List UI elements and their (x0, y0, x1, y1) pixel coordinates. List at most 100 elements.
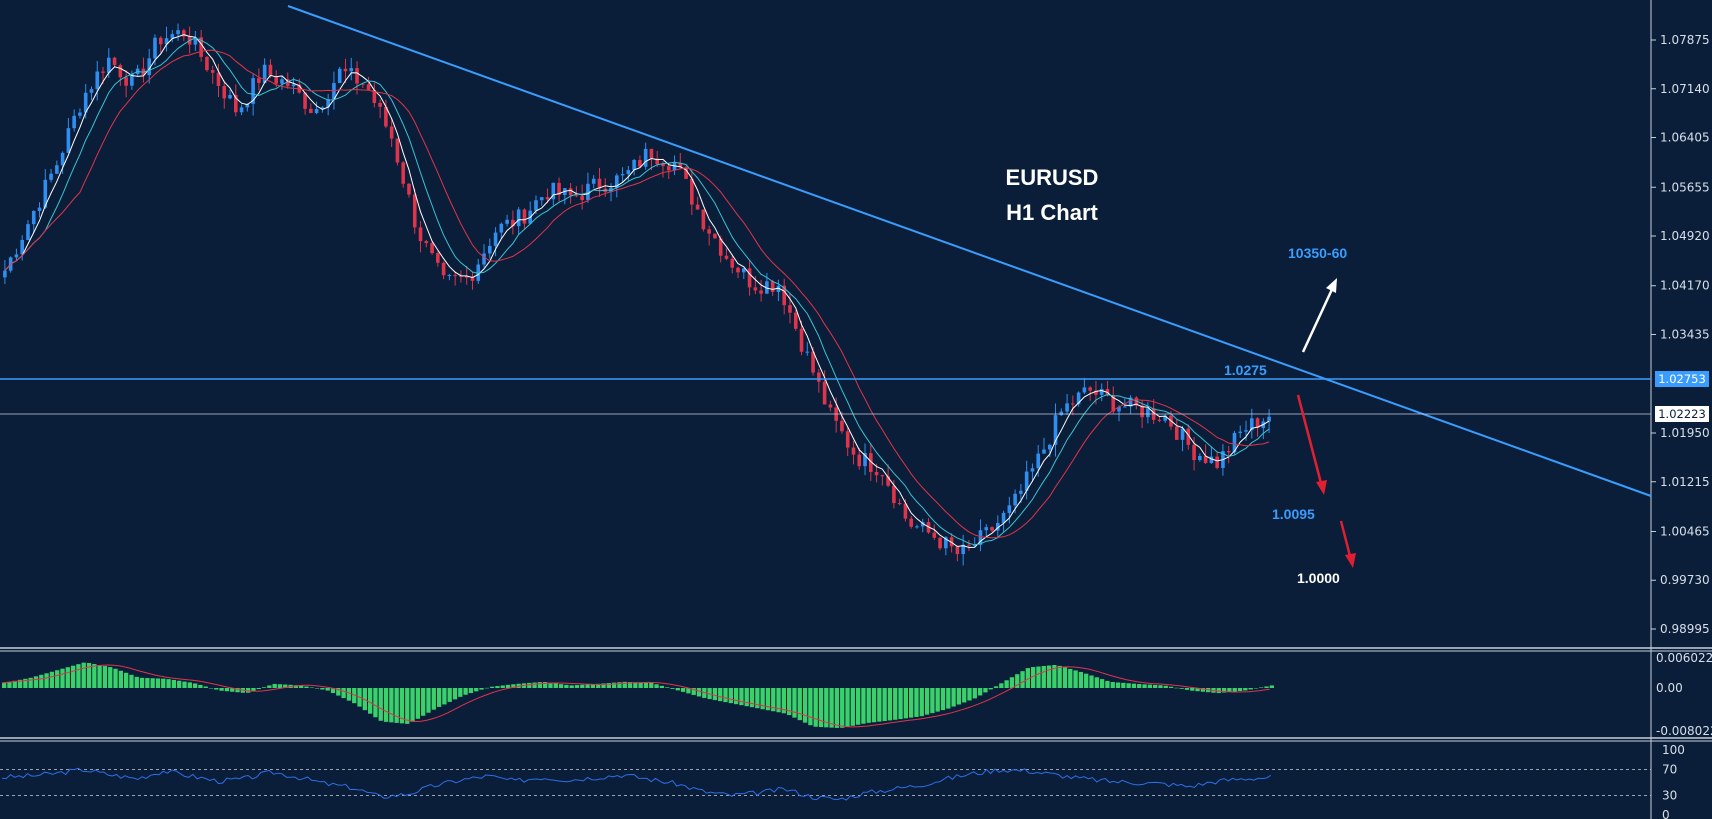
candle-body (95, 71, 100, 90)
candle-body (805, 351, 810, 353)
candle-body (401, 162, 406, 184)
macd-bar (537, 682, 543, 688)
macd-bar (1253, 688, 1259, 689)
macd-bar (113, 668, 118, 688)
macd-bar (367, 688, 373, 714)
candle-body (574, 195, 579, 197)
macd-bar (1068, 668, 1073, 688)
macd-bar (680, 688, 686, 692)
macd-bar (484, 687, 489, 689)
macd-bar (744, 688, 749, 707)
candle-body (20, 239, 25, 255)
macd-bar (1105, 680, 1110, 688)
macd-bar (1200, 688, 1206, 692)
candle-body (1215, 456, 1219, 468)
candle-body (285, 79, 290, 87)
macd-panel (1, 662, 1274, 728)
candle-body (1238, 431, 1243, 433)
candle-body (690, 178, 694, 205)
candle-body (1007, 505, 1012, 513)
macd-bar (1168, 686, 1174, 688)
macd-bar (924, 688, 930, 715)
macd-bar (781, 688, 787, 714)
macd-bar (1057, 665, 1062, 688)
macd-bar (877, 688, 882, 722)
macd-bar (341, 688, 346, 699)
candle-body (389, 126, 394, 139)
candle-body (83, 92, 88, 113)
macd-bar (1073, 670, 1078, 688)
candle-body (314, 109, 319, 114)
macd-bar (1020, 671, 1025, 688)
descending-trendline[interactable] (287, 5, 1652, 497)
macd-bar (977, 688, 983, 696)
candle-body (580, 196, 584, 201)
price-tick-label: 1.04170 (1660, 279, 1710, 293)
macd-bar (150, 678, 155, 688)
candle-body (817, 372, 821, 382)
candle-body (1128, 397, 1133, 407)
macd-bar (829, 688, 834, 728)
macd-bar (871, 688, 877, 723)
candle-body (655, 158, 660, 165)
candle-body (938, 537, 942, 549)
macd-bar (373, 688, 378, 718)
macd-bar (569, 685, 574, 688)
macd-bar (479, 688, 484, 690)
macd-bar (898, 688, 903, 720)
candle-body (638, 159, 642, 167)
macd-bar (691, 688, 696, 695)
candle-body (130, 73, 134, 86)
macd-bar (97, 665, 102, 688)
macd-bar (930, 688, 935, 714)
macd-bar (962, 688, 967, 703)
macd-bar (802, 688, 808, 723)
macd-bar (988, 688, 993, 690)
candle-body (718, 238, 723, 256)
candle-body (326, 99, 330, 108)
candle-body (164, 38, 169, 45)
macd-bar (1174, 687, 1179, 689)
macd-bar (219, 688, 224, 691)
candle-body (1042, 449, 1046, 454)
macd-bar (638, 682, 643, 688)
arrow-down-icon (1296, 394, 1327, 495)
macd-axis: 0.006022 0.00 -0.008022 (1656, 651, 1712, 738)
macd-bar (1052, 664, 1057, 688)
candle-body (972, 544, 977, 546)
candlestick-series (3, 23, 1271, 566)
macd-bar (1094, 677, 1099, 688)
candle-body (666, 166, 671, 171)
macd-bar (611, 682, 617, 688)
price-tick-label: 0.99730 (1660, 573, 1710, 587)
macd-bar (585, 684, 590, 688)
candle-body (978, 530, 983, 545)
candle-body (355, 68, 359, 84)
macd-bar (1158, 685, 1163, 688)
macd-bar (256, 688, 261, 690)
arrow-down-second-icon (1339, 520, 1356, 568)
macd-bar (511, 684, 516, 688)
candle-body (424, 241, 429, 244)
macd-bar (161, 678, 166, 688)
candle-body (1099, 389, 1104, 395)
macd-bar (818, 688, 824, 728)
macd-bar (81, 662, 86, 688)
candle-body (799, 328, 804, 352)
macd-bar (532, 682, 537, 688)
current-price-label: 1.02223 (1658, 407, 1706, 421)
macd-bar (1142, 684, 1147, 688)
candle-body (343, 68, 348, 72)
candle-body (1134, 397, 1139, 406)
candle-body (303, 92, 307, 109)
candle-body (1140, 405, 1144, 418)
candle-body (695, 204, 700, 210)
candle-body (1071, 403, 1075, 405)
candle-body (101, 71, 105, 73)
macd-bar (458, 688, 463, 697)
macd-bar (192, 683, 198, 688)
macd-bar (1190, 688, 1195, 691)
macd-bar (447, 688, 452, 702)
candle-body (944, 537, 948, 549)
